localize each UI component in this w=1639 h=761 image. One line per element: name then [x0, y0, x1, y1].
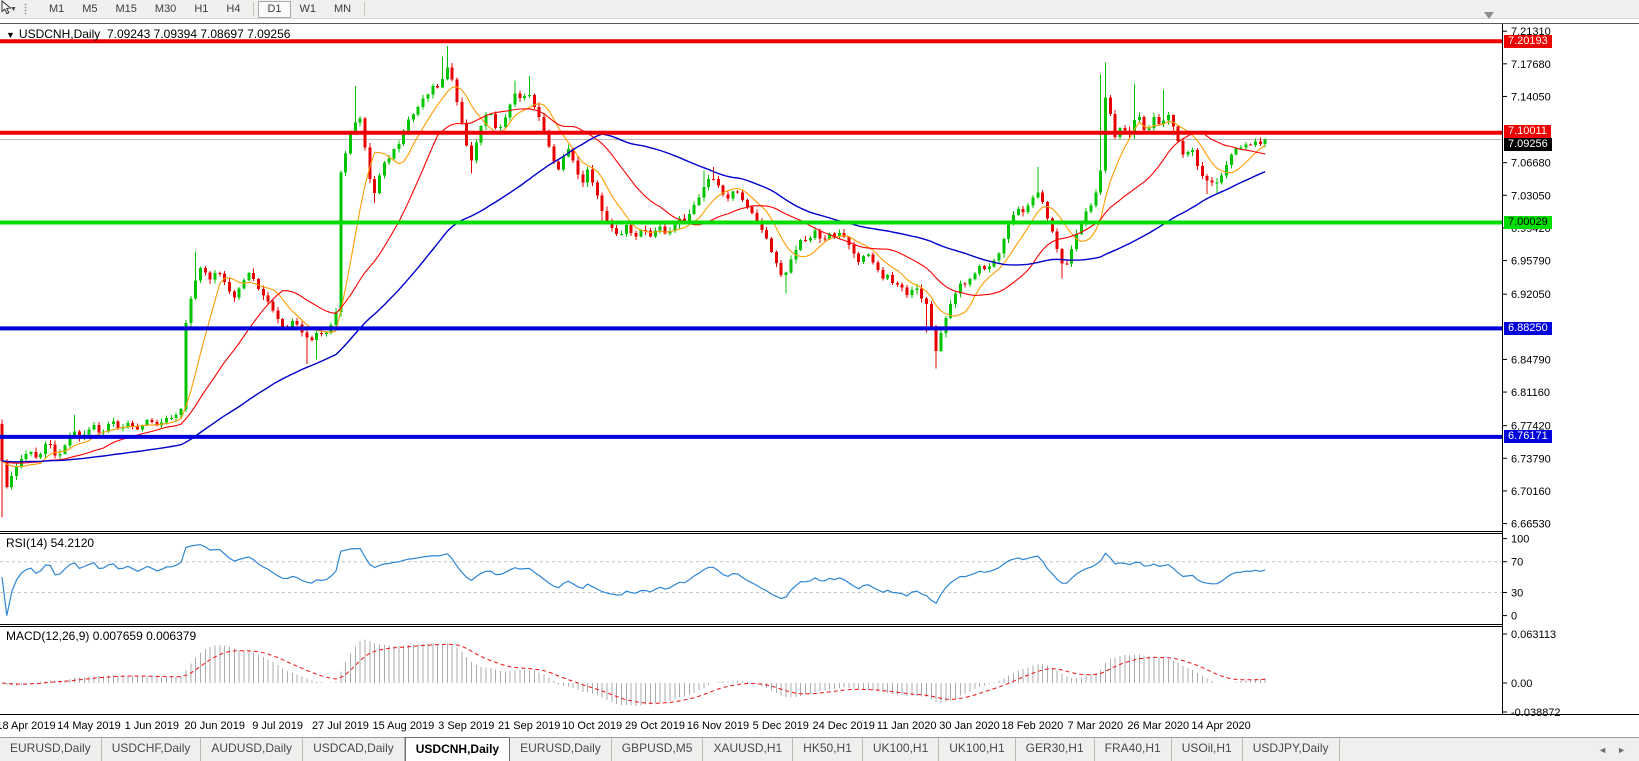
- chart-tab-usdjpy-daily[interactable]: USDJPY,Daily: [1243, 738, 1340, 761]
- timeframe-button-d1[interactable]: D1: [258, 0, 291, 18]
- chart-title: ▼ USDCNH,Daily 7.09243 7.09394 7.08697 7.…: [6, 27, 290, 41]
- svg-text:0: 0: [1511, 611, 1517, 623]
- svg-text:6.84790: 6.84790: [1511, 354, 1551, 366]
- chart-tab-eurusd-daily[interactable]: EURUSD,Daily: [0, 738, 102, 761]
- level-price-badge-7.10011: 7.10011: [1504, 124, 1551, 138]
- axis-labels: 7.213107.176807.140507.066807.030506.994…: [1502, 26, 1561, 719]
- date-label: 5 Dec 2019: [753, 720, 809, 732]
- chart-tab-usdcnh-daily[interactable]: USDCNH,Daily: [404, 737, 511, 761]
- timeframe-button-h4[interactable]: H4: [226, 2, 241, 15]
- timeframe-buttons: M1 M5 M15 M30 H1 H4 D1 W1 MN: [36, 0, 373, 18]
- chart-tab-uk100-h1[interactable]: UK100,H1: [939, 738, 1016, 761]
- timeframe-button-m15[interactable]: M15: [115, 2, 137, 15]
- tabs-scroll-left-icon[interactable]: ◄: [1598, 744, 1608, 755]
- level-price-badge-6.88250: 6.88250: [1504, 321, 1552, 335]
- macd-signal-line: [1, 643, 1266, 704]
- collapse-icon[interactable]: ▼: [6, 30, 15, 40]
- svg-text:30: 30: [1511, 588, 1523, 600]
- moving-average-21: [1, 108, 1266, 464]
- current-price-badge: 7.09256: [1504, 138, 1552, 152]
- toolbar-grip-handle[interactable]: [23, 3, 27, 15]
- date-label: 7 Mar 2020: [1067, 720, 1123, 732]
- moving-average-55: [1, 133, 1266, 463]
- chart-tab-ger30-h1[interactable]: GER30,H1: [1016, 738, 1095, 761]
- rsi-indicator-label: RSI(14) 54.2120: [6, 536, 95, 550]
- svg-text:6.81160: 6.81160: [1511, 387, 1550, 399]
- timeframe-button-m30[interactable]: M30: [154, 2, 177, 15]
- candlesticks: [0, 46, 1267, 518]
- date-label: 14 Apr 2020: [1191, 720, 1250, 732]
- price-chart-canvas[interactable]: 7.213107.176807.140507.066807.030506.994…: [0, 24, 1639, 738]
- date-label: 24 Dec 2019: [813, 720, 875, 732]
- svg-text:7.06680: 7.06680: [1511, 158, 1551, 170]
- svg-text:6.66530: 6.66530: [1511, 519, 1551, 531]
- tab-scroll-arrows: ◄ ►: [1593, 738, 1639, 761]
- timeframe-button-m1[interactable]: M1: [48, 2, 65, 15]
- level-price-badge-7.20193: 7.20193: [1504, 34, 1552, 48]
- date-label: 20 Jun 2019: [184, 720, 245, 732]
- level-price-badge-7.00029: 7.00029: [1504, 215, 1552, 229]
- date-label: 3 Sep 2019: [438, 720, 494, 732]
- svg-text:6.92050: 6.92050: [1511, 289, 1551, 301]
- date-label: 1 Jun 2019: [125, 720, 179, 732]
- date-label: 26 Mar 2020: [1127, 720, 1189, 732]
- chart-tab-gbpusd-m5[interactable]: GBPUSD,M5: [612, 738, 704, 761]
- date-label: 29 Oct 2019: [625, 720, 685, 732]
- chart-tab-usdcad-daily[interactable]: USDCAD,Daily: [303, 738, 405, 761]
- chart-ohlc-values: 7.09243 7.09394 7.08697 7.09256: [106, 27, 291, 41]
- svg-text:100: 100: [1511, 534, 1529, 546]
- rsi-line: [1, 544, 1266, 616]
- timeframe-button-w1[interactable]: W1: [299, 2, 317, 15]
- svg-text:70: 70: [1511, 557, 1523, 569]
- chart-tab-bar: EURUSD,Daily USDCHF,Daily AUDUSD,Daily USDC…: [0, 737, 1639, 761]
- chart-window: 7.213107.176807.140507.066807.030506.994…: [0, 23, 1639, 738]
- date-label: 21 Sep 2019: [498, 720, 560, 732]
- date-axis: 18 Apr 2019 14 May 2019 1 Jun 2019 20 Jun 2…: [0, 720, 1251, 732]
- date-label: 18 Apr 2019: [0, 720, 56, 732]
- date-label: 11 Jan 2020: [877, 720, 937, 732]
- svg-text:7.03050: 7.03050: [1511, 190, 1551, 202]
- timeframe-button-h1[interactable]: H1: [194, 2, 209, 15]
- chart-tab-fra40-h1[interactable]: FRA40,H1: [1095, 738, 1172, 761]
- tabs-scroll-right-icon[interactable]: ►: [1617, 744, 1626, 755]
- svg-text:6.73790: 6.73790: [1511, 453, 1551, 465]
- chart-tab-xauusd-h1[interactable]: XAUUSD,H1: [703, 738, 794, 761]
- svg-text:7.17680: 7.17680: [1511, 59, 1551, 71]
- chart-tool-group: ▼: [0, 0, 36, 18]
- date-label: 18 Feb 2020: [1002, 720, 1064, 732]
- chart-symbol-label: USDCNH,Daily: [18, 27, 101, 41]
- svg-text:0.00: 0.00: [1511, 678, 1532, 690]
- svg-text:6.77420: 6.77420: [1511, 421, 1551, 433]
- date-label: 30 Jan 2020: [939, 720, 1000, 732]
- chart-tab-uk100-h1[interactable]: UK100,H1: [863, 738, 940, 761]
- chart-tab-usdchf-daily[interactable]: USDCHF,Daily: [102, 738, 202, 761]
- level-price-badge-6.76171: 6.76171: [1504, 430, 1552, 444]
- svg-text:0.063113: 0.063113: [1511, 629, 1556, 641]
- svg-text:7.14050: 7.14050: [1511, 91, 1551, 103]
- macd-indicator-label: MACD(12,26,9) 0.007659 0.006379: [6, 629, 197, 643]
- timeframe-button-m5[interactable]: M5: [82, 2, 98, 15]
- svg-text:6.95790: 6.95790: [1511, 256, 1551, 268]
- date-label: 16 Nov 2019: [687, 720, 749, 732]
- date-label: 9 Jul 2019: [252, 720, 303, 732]
- autoscroll-marker-icon[interactable]: [1484, 12, 1494, 19]
- date-label: 15 Aug 2019: [373, 720, 435, 732]
- date-label: 10 Oct 2019: [562, 720, 622, 732]
- svg-text:6.70160: 6.70160: [1511, 486, 1551, 498]
- chart-tab-eurusd-daily[interactable]: EURUSD,Daily: [510, 738, 612, 761]
- chart-tab-usoil-h1[interactable]: USOil,H1: [1172, 738, 1243, 761]
- chart-tab-audusd-daily[interactable]: AUDUSD,Daily: [201, 738, 304, 761]
- timeframe-button-mn[interactable]: MN: [334, 2, 352, 15]
- top-toolbar: ▼ M1 M5 M15 M30 H1 H4 D1 W1 MN: [0, 0, 1639, 19]
- svg-text:-0.038872: -0.038872: [1511, 707, 1561, 719]
- chart-tab-hk50-h1[interactable]: HK50,H1: [793, 738, 863, 761]
- cursor-tool-dropdown-icon[interactable]: ▼: [10, 5, 17, 13]
- date-label: 14 May 2019: [57, 720, 121, 732]
- moving-average-8: [1, 86, 1266, 468]
- date-label: 27 Jul 2019: [312, 720, 369, 732]
